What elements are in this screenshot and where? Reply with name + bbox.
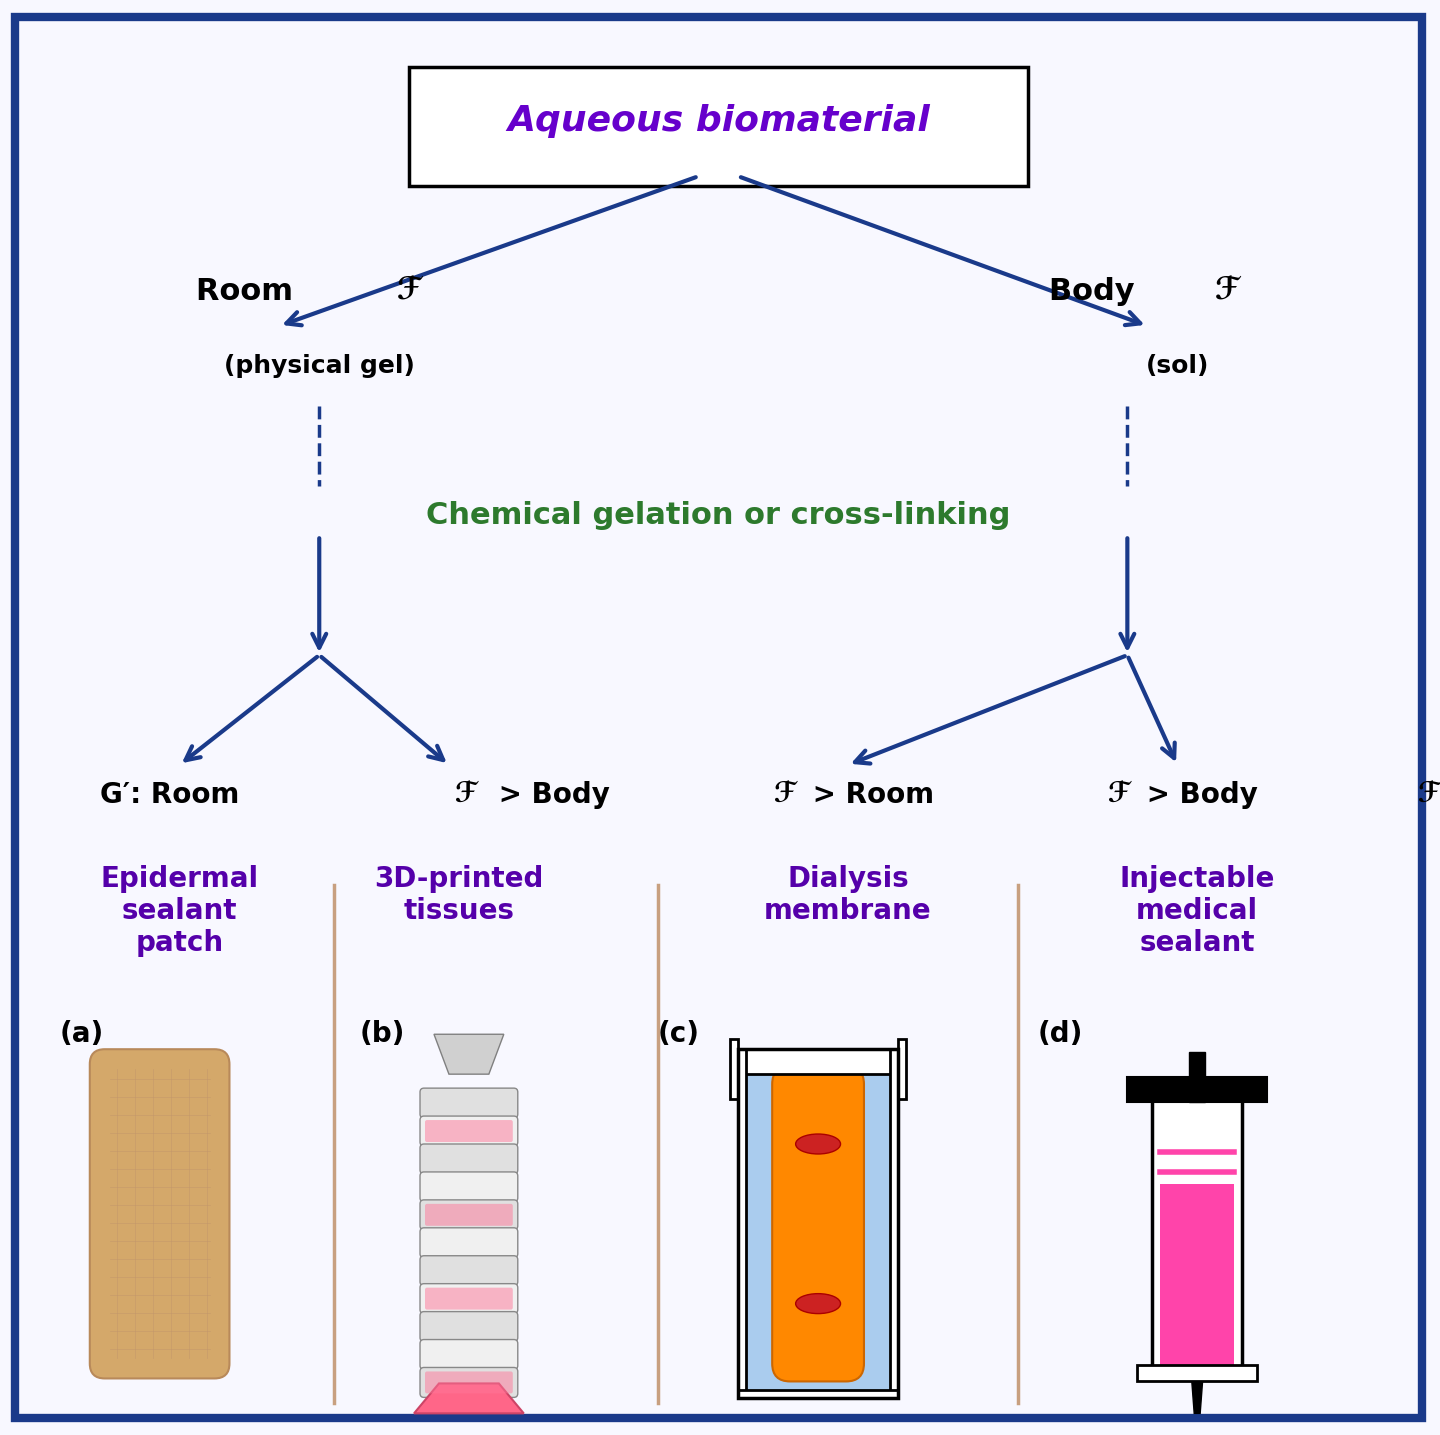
FancyBboxPatch shape [425,1121,513,1142]
FancyBboxPatch shape [425,1204,513,1225]
Text: ℱ: ℱ [773,781,795,809]
Bar [739,1049,899,1398]
Text: (a): (a) [60,1020,104,1048]
FancyBboxPatch shape [420,1144,518,1174]
FancyBboxPatch shape [420,1228,518,1257]
Bar [1138,1366,1257,1382]
Text: Epidermal
sealant
patch: Epidermal sealant patch [101,865,259,957]
Text: (sol): (sol) [1146,354,1210,377]
FancyBboxPatch shape [89,1049,229,1379]
FancyBboxPatch shape [425,1287,513,1310]
FancyBboxPatch shape [420,1368,518,1398]
Bar [1128,1078,1267,1102]
Ellipse shape [796,1293,841,1313]
Text: (b): (b) [359,1020,405,1048]
Text: Chemical gelation or cross-linking: Chemical gelation or cross-linking [426,501,1011,530]
Polygon shape [433,1035,504,1075]
Bar [890,1049,899,1398]
FancyBboxPatch shape [420,1088,518,1118]
Bar [1161,1184,1234,1366]
Bar [1189,1052,1205,1102]
FancyBboxPatch shape [420,1339,518,1369]
Bar [1152,1093,1243,1373]
FancyBboxPatch shape [420,1116,518,1147]
Polygon shape [415,1383,524,1413]
Text: ℱ: ℱ [1107,781,1130,809]
Ellipse shape [796,1134,841,1154]
Text: G′: Room: G′: Room [99,781,249,809]
Bar [730,1039,739,1099]
Text: ℱ: ℱ [1417,781,1439,809]
Text: Injectable
medical
sealant: Injectable medical sealant [1119,865,1274,957]
FancyBboxPatch shape [409,66,1028,187]
Bar [899,1039,906,1099]
Text: > Room: > Room [804,781,943,809]
FancyBboxPatch shape [739,1049,899,1398]
FancyBboxPatch shape [425,1372,513,1393]
Text: Dialysis
membrane: Dialysis membrane [765,865,932,926]
Text: Room: Room [196,277,304,306]
Bar [739,1049,746,1398]
Text: ℱ: ℱ [454,781,477,809]
Polygon shape [1191,1373,1204,1413]
Bar [739,1391,899,1398]
FancyBboxPatch shape [772,1066,864,1382]
Text: Body: Body [1050,277,1146,306]
Bar [739,1049,899,1075]
FancyBboxPatch shape [420,1172,518,1203]
Text: 3D-printed
tissues: 3D-printed tissues [374,865,544,926]
FancyBboxPatch shape [420,1284,518,1313]
FancyBboxPatch shape [14,17,1421,1418]
Text: (c): (c) [658,1020,700,1048]
Text: > Body: > Body [488,781,619,809]
Text: ℱ: ℱ [397,277,422,306]
FancyBboxPatch shape [420,1200,518,1230]
Text: ℱ: ℱ [1215,277,1240,306]
Text: (d): (d) [1038,1020,1083,1048]
FancyBboxPatch shape [420,1312,518,1342]
Text: Aqueous biomaterial: Aqueous biomaterial [507,105,930,138]
FancyBboxPatch shape [420,1256,518,1286]
Text: (physical gel): (physical gel) [223,354,415,377]
Text: > Body: > Body [1138,781,1267,809]
